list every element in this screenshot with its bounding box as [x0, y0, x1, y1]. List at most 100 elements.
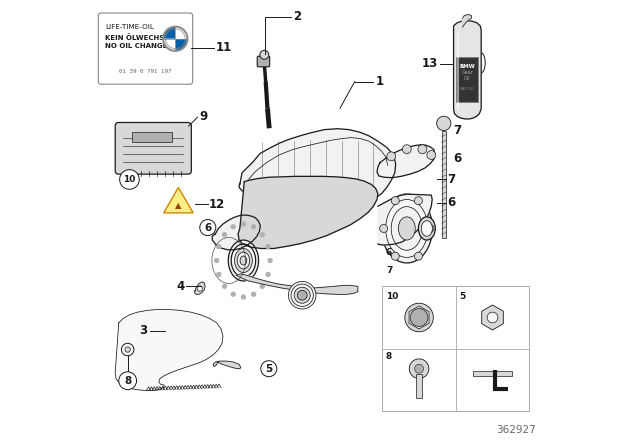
Ellipse shape	[228, 240, 259, 281]
Text: KEIN ÖLWECHSEL: KEIN ÖLWECHSEL	[106, 34, 174, 41]
Text: 11: 11	[216, 41, 232, 54]
Polygon shape	[164, 188, 193, 213]
Circle shape	[426, 224, 434, 233]
Text: 362927: 362927	[496, 426, 536, 435]
Ellipse shape	[398, 217, 415, 240]
Polygon shape	[377, 145, 435, 178]
Text: 9: 9	[199, 110, 207, 123]
FancyBboxPatch shape	[456, 57, 479, 102]
Text: BMW: BMW	[460, 64, 476, 69]
Text: 7: 7	[454, 124, 461, 137]
Polygon shape	[195, 282, 205, 294]
Ellipse shape	[289, 281, 316, 309]
Circle shape	[216, 272, 221, 277]
Circle shape	[415, 364, 424, 373]
FancyBboxPatch shape	[382, 286, 529, 411]
Text: 13: 13	[422, 57, 438, 70]
Text: 3: 3	[139, 324, 147, 337]
Circle shape	[266, 244, 271, 249]
FancyBboxPatch shape	[115, 122, 191, 174]
Polygon shape	[236, 274, 358, 294]
Circle shape	[414, 252, 422, 260]
Text: ▲: ▲	[175, 201, 182, 210]
Text: 7: 7	[447, 173, 456, 186]
FancyBboxPatch shape	[99, 13, 193, 84]
Circle shape	[380, 224, 388, 233]
Ellipse shape	[391, 207, 422, 250]
Polygon shape	[212, 215, 260, 250]
Ellipse shape	[231, 244, 255, 277]
Text: Oil: Oil	[464, 76, 470, 81]
Circle shape	[409, 359, 429, 379]
Circle shape	[216, 244, 221, 249]
Polygon shape	[482, 305, 503, 330]
FancyBboxPatch shape	[442, 130, 446, 238]
Circle shape	[120, 170, 140, 189]
Circle shape	[436, 116, 451, 130]
Text: NO OIL CHANGE: NO OIL CHANGE	[106, 43, 168, 49]
Circle shape	[405, 303, 433, 332]
Circle shape	[260, 50, 269, 59]
Text: 12: 12	[209, 198, 225, 211]
Text: 10: 10	[386, 292, 398, 301]
Text: 6: 6	[386, 248, 392, 258]
Text: 6: 6	[447, 196, 456, 209]
Text: 7: 7	[386, 266, 392, 275]
Ellipse shape	[419, 217, 435, 240]
Ellipse shape	[381, 194, 433, 263]
Ellipse shape	[298, 290, 307, 300]
Text: 8: 8	[386, 352, 392, 361]
Wedge shape	[175, 39, 187, 50]
Polygon shape	[238, 177, 378, 249]
Text: 5: 5	[460, 292, 466, 301]
Polygon shape	[474, 371, 511, 376]
Circle shape	[222, 232, 227, 237]
Circle shape	[125, 347, 131, 352]
Circle shape	[266, 272, 271, 277]
Circle shape	[260, 232, 265, 237]
Polygon shape	[115, 310, 223, 391]
Circle shape	[410, 309, 428, 327]
Circle shape	[122, 343, 134, 356]
Ellipse shape	[386, 199, 428, 258]
Text: 01 39 0 791 197: 01 39 0 791 197	[119, 69, 172, 73]
Wedge shape	[164, 27, 175, 39]
Circle shape	[391, 252, 399, 260]
Text: 4: 4	[176, 280, 184, 293]
FancyBboxPatch shape	[417, 375, 422, 398]
Text: 1: 1	[376, 75, 384, 88]
Circle shape	[222, 284, 227, 289]
Circle shape	[403, 145, 412, 154]
Circle shape	[418, 145, 427, 154]
Ellipse shape	[294, 287, 310, 303]
Polygon shape	[213, 361, 241, 369]
Circle shape	[230, 292, 236, 297]
Polygon shape	[239, 129, 396, 217]
Circle shape	[200, 220, 216, 236]
Circle shape	[214, 258, 220, 263]
Wedge shape	[164, 39, 175, 50]
Circle shape	[260, 284, 265, 289]
Polygon shape	[454, 21, 481, 119]
FancyBboxPatch shape	[132, 132, 172, 142]
Text: LIFE-TIME-OIL: LIFE-TIME-OIL	[106, 24, 154, 30]
Circle shape	[241, 294, 246, 300]
Circle shape	[251, 292, 256, 297]
Circle shape	[387, 152, 396, 161]
Text: 6: 6	[204, 223, 211, 233]
Text: 2: 2	[293, 10, 301, 23]
Text: 6: 6	[454, 152, 462, 165]
Polygon shape	[463, 15, 472, 27]
Circle shape	[230, 224, 236, 229]
FancyBboxPatch shape	[257, 56, 269, 67]
Circle shape	[427, 151, 436, 159]
Ellipse shape	[237, 252, 250, 269]
Text: Gear: Gear	[461, 70, 474, 75]
Circle shape	[197, 286, 202, 291]
Circle shape	[268, 258, 273, 263]
Text: 5: 5	[265, 364, 273, 374]
Text: 8: 8	[124, 376, 131, 386]
Circle shape	[241, 221, 246, 227]
Circle shape	[251, 224, 256, 229]
Ellipse shape	[421, 221, 433, 236]
